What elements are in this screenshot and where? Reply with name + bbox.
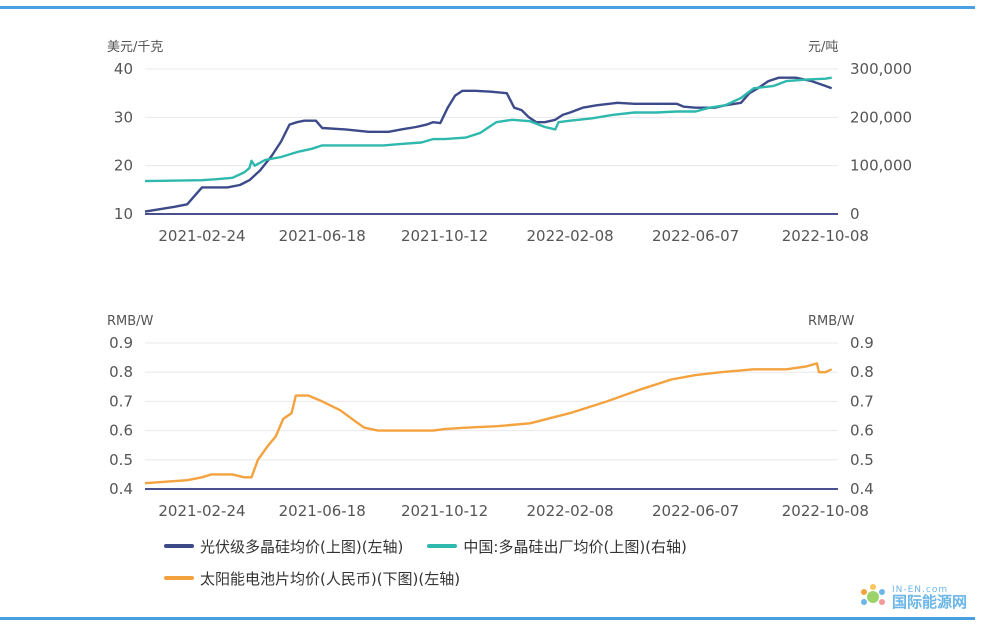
legend-swatch [427, 544, 458, 548]
y-tick-label-right: 0.8 [850, 363, 874, 381]
watermark-brand-text: 国际能源网 [891, 592, 967, 611]
x-tick-label: 2021-02-24 [158, 227, 245, 245]
x-tick-label: 2021-06-18 [279, 227, 366, 245]
y-tick-label-left: 30 [114, 108, 133, 126]
y-tick-label-right: 300,000 [850, 60, 912, 78]
y-tick-label-right: 0.9 [850, 334, 874, 352]
y-tick-label-right: 0 [850, 205, 860, 223]
y-tick-label-left: 10 [114, 205, 133, 223]
y-tick-label-left: 0.6 [109, 422, 133, 440]
x-tick-label: 2021-02-24 [158, 502, 245, 520]
legend-label: 中国:多晶硅出厂均价(上图)(右轴) [463, 537, 687, 556]
x-tick-label: 2021-10-12 [401, 227, 488, 245]
series-line-1 [144, 76, 832, 183]
y-tick-label-right: 0.7 [850, 392, 874, 410]
x-tick-label: 2022-10-08 [782, 227, 869, 245]
legend-swatch [164, 576, 194, 580]
y-tick-label-right: 0.6 [850, 422, 874, 440]
left-unit-label: 美元/千克 [107, 40, 163, 55]
y-tick-label-left: 0.7 [109, 392, 133, 410]
legend-item-polysilicon-export: 中国:多晶硅出厂均价(上图)(右轴) [427, 536, 687, 557]
y-tick-label-right: 200,000 [850, 108, 912, 126]
x-tick-label: 2022-06-07 [652, 227, 739, 245]
y-tick-label-left: 20 [114, 157, 133, 175]
right-unit-label: 元/吨 [808, 40, 838, 55]
y-tick-label-left: 0.9 [109, 334, 133, 352]
series-line-0 [144, 362, 833, 485]
y-tick-label-left: 40 [114, 60, 133, 78]
right-unit-label: RMB/W [808, 314, 855, 329]
x-tick-label: 2021-06-18 [279, 502, 366, 520]
y-tick-label-left: 0.8 [109, 363, 133, 381]
watermark-small-text: IN-EN.com [891, 584, 949, 595]
y-tick-label-right: 0.4 [850, 480, 874, 498]
x-tick-label: 2021-10-12 [401, 502, 488, 520]
top-chart-panel: 40 300,000 30 200,000 20 100,000 10 0 美元/千克 元/吨 20… [107, 40, 912, 245]
left-unit-label: RMB/W [107, 314, 154, 329]
legend-item-polysilicon-cn: 光伏级多晶硅均价(上图)(左轴) [164, 536, 403, 557]
x-tick-label: 2022-06-07 [652, 502, 739, 520]
watermark-logo: IN-EN.com 国际能源网 [858, 582, 967, 612]
bottom-rule [0, 617, 975, 620]
top-rule [0, 6, 975, 9]
y-tick-label-right: 100,000 [850, 157, 912, 175]
legend-label: 太阳能电池片均价(人民币)(下图)(左轴) [200, 569, 461, 588]
chart-canvas: 40 300,000 30 200,000 20 100,000 10 0 美元/千克 元/吨 20… [107, 40, 912, 520]
y-tick-label-left: 0.4 [109, 480, 133, 498]
legend-label: 光伏级多晶硅均价(上图)(左轴) [200, 537, 404, 556]
y-tick-label-left: 0.5 [109, 451, 133, 469]
x-tick-label: 2022-02-08 [526, 227, 613, 245]
series-line-0 [144, 76, 833, 213]
bottom-chart-panel: 0.9 0.9 0.8 0.8 0.7 0.7 0.6 0.6 0.5 0.5 0.4 0.4 RMB/… [107, 314, 874, 520]
sunflower-logo-icon [860, 584, 885, 605]
legend-swatch [164, 544, 194, 548]
y-tick-label-right: 0.5 [850, 451, 874, 469]
chart-legend: 光伏级多晶硅均价(上图)(左轴) 中国:多晶硅出厂均价(上图)(右轴) 太阳能电… [164, 530, 864, 594]
x-tick-label: 2022-10-08 [782, 502, 869, 520]
legend-item-cell: 太阳能电池片均价(人民币)(下图)(左轴) [164, 568, 460, 589]
x-tick-label: 2022-02-08 [526, 502, 613, 520]
